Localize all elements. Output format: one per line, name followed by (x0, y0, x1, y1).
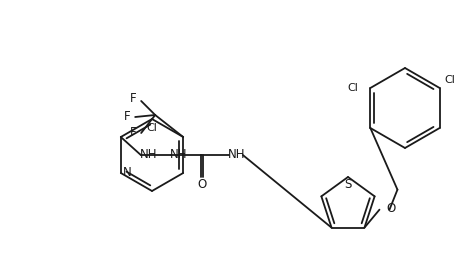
Text: F: F (130, 126, 136, 140)
Text: O: O (197, 179, 206, 191)
Text: Cl: Cl (445, 75, 456, 85)
Text: NH: NH (170, 148, 187, 162)
Text: N: N (122, 165, 131, 179)
Text: F: F (124, 110, 130, 124)
Text: Cl: Cl (146, 123, 158, 133)
Text: F: F (130, 93, 136, 105)
Text: NH: NH (228, 148, 246, 162)
Text: NH: NH (140, 148, 158, 162)
Text: O: O (386, 202, 396, 215)
Text: S: S (344, 179, 352, 191)
Text: Cl: Cl (347, 83, 359, 93)
